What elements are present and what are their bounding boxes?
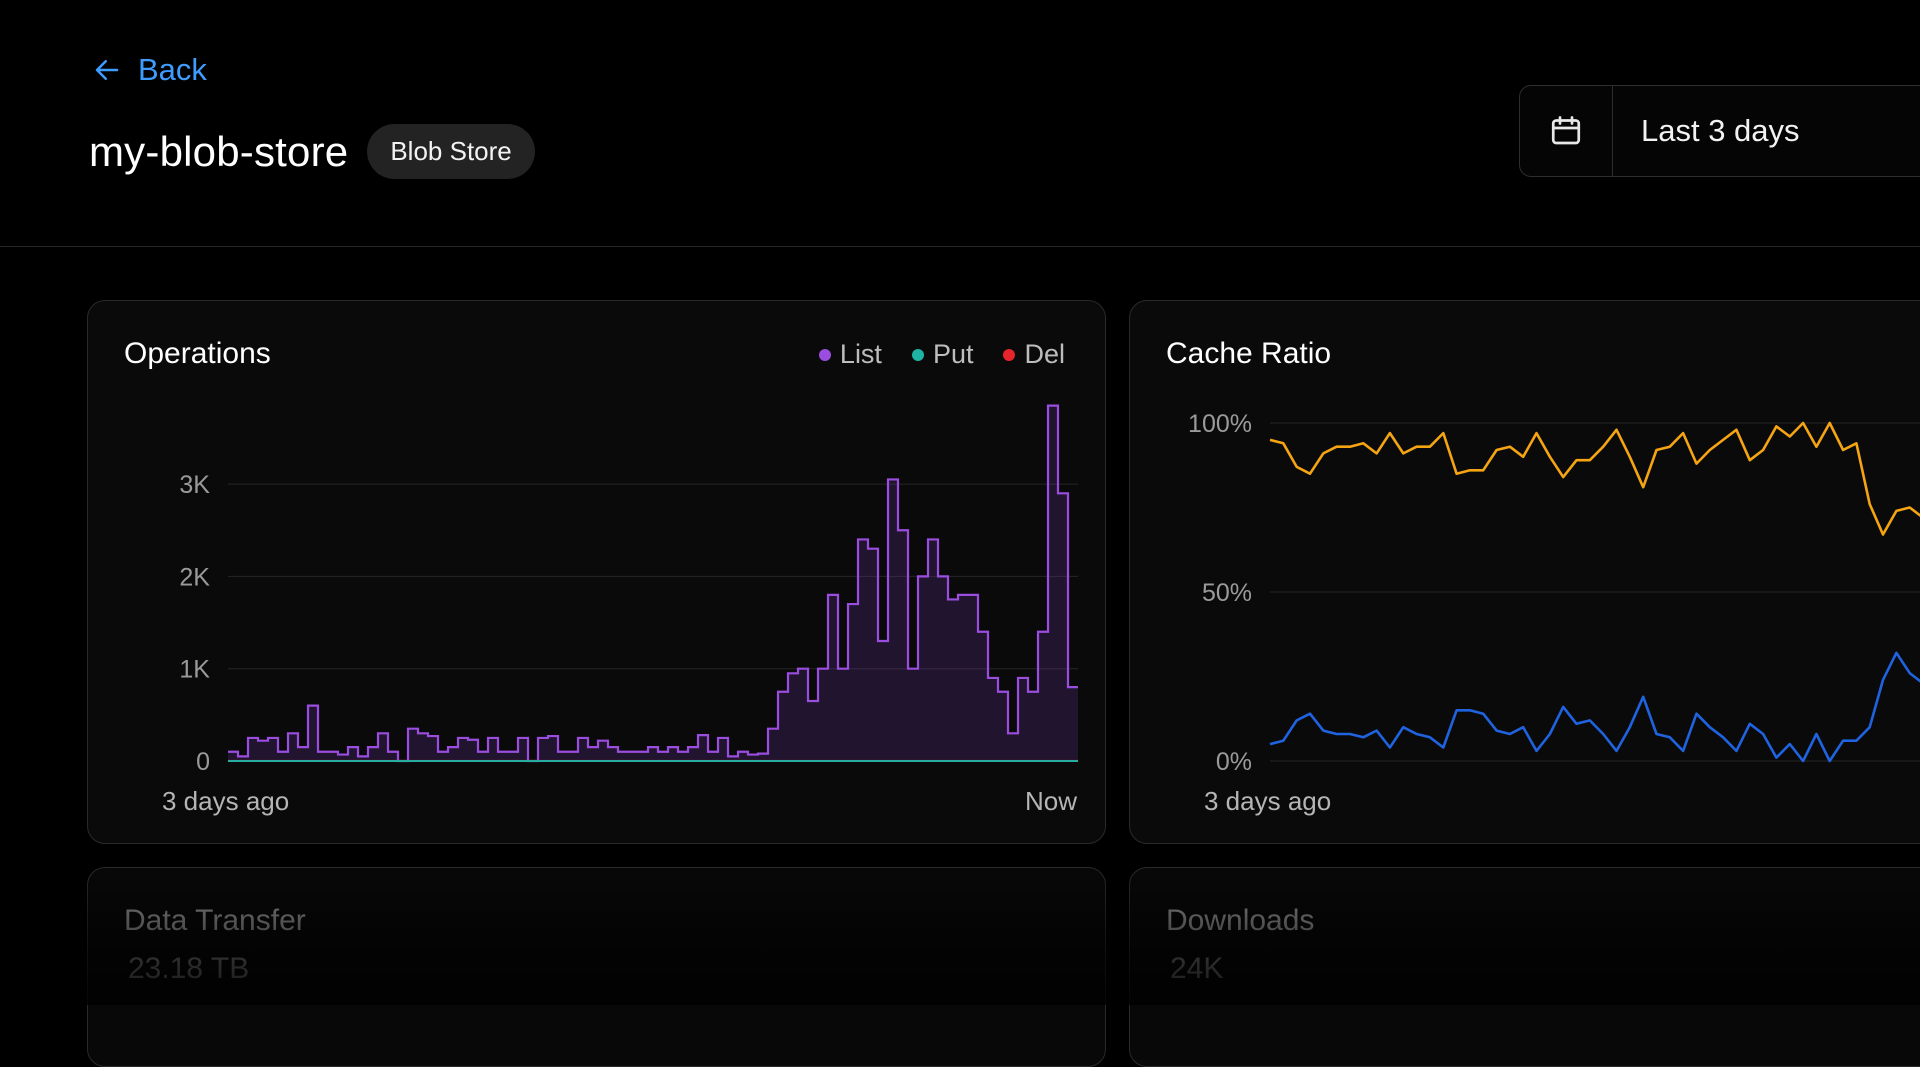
y-tick-label: 100% (1188, 410, 1252, 438)
page-title: my-blob-store (89, 127, 349, 175)
legend-item-list[interactable]: List (818, 339, 882, 370)
store-type-badge: Blob Store (367, 124, 535, 179)
legend-item-del[interactable]: Del (1003, 339, 1065, 370)
list-dot-icon (818, 348, 831, 361)
operations-title: Operations (124, 337, 271, 370)
data-transfer-card: Data Transfer 23.18 TB (87, 867, 1106, 1067)
list-series-area (228, 405, 1078, 761)
cache-ratio-title: Cache Ratio (1166, 337, 1332, 370)
downloads-value: 24K (1170, 952, 1224, 985)
legend-item-put[interactable]: Put (911, 339, 974, 370)
put-dot-icon (911, 348, 924, 361)
y-tick-label: 1K (179, 656, 210, 684)
calendar-button[interactable] (1520, 86, 1613, 176)
data-transfer-value: 23.18 TB (128, 952, 250, 985)
operations-card: Operations List Put Del 0 1K 2K 3K 3 days a… (87, 300, 1106, 844)
list-series-line (228, 404, 1078, 763)
y-tick-label: 2K (179, 563, 210, 591)
operations-x-end: Now (1024, 786, 1077, 816)
cache-ratio-chart: 0% 50% 100% (1188, 410, 1920, 776)
legend-label-list: List (839, 339, 882, 369)
cache-ratio-card: Cache Ratio 0% 50% 100% 3 days ago (1129, 300, 1920, 844)
del-dot-icon (1003, 348, 1016, 361)
downloads-card: Downloads 24K (1129, 867, 1920, 1067)
data-transfer-label: Data Transfer (124, 904, 306, 937)
legend-label-put: Put (932, 339, 974, 369)
back-label: Back (138, 52, 207, 87)
calendar-icon (1551, 116, 1581, 145)
cache-miss-line (1269, 651, 1920, 763)
y-tick-label: 50% (1202, 579, 1252, 607)
downloads-label: Downloads (1166, 904, 1315, 937)
arrow-left-icon (95, 60, 119, 80)
operations-legend: List Put Del (818, 339, 1065, 370)
cache-ratio-x-start: 3 days ago (1204, 786, 1332, 816)
back-link[interactable]: Back (92, 52, 207, 88)
operations-x-start: 3 days ago (162, 786, 290, 816)
operations-chart: 0 1K 2K 3K (179, 404, 1078, 776)
y-tick-label: 3K (179, 471, 210, 499)
y-tick-label: 0 (196, 748, 210, 776)
cache-hit-line (1269, 421, 1920, 536)
date-range-picker[interactable]: Last 3 days (1519, 85, 1920, 177)
y-tick-label: 0% (1216, 748, 1252, 776)
header-divider (0, 246, 1920, 247)
title-row: my-blob-store Blob Store (89, 124, 535, 179)
date-range-label: Last 3 days (1641, 113, 1800, 148)
legend-label-del: Del (1024, 339, 1065, 369)
